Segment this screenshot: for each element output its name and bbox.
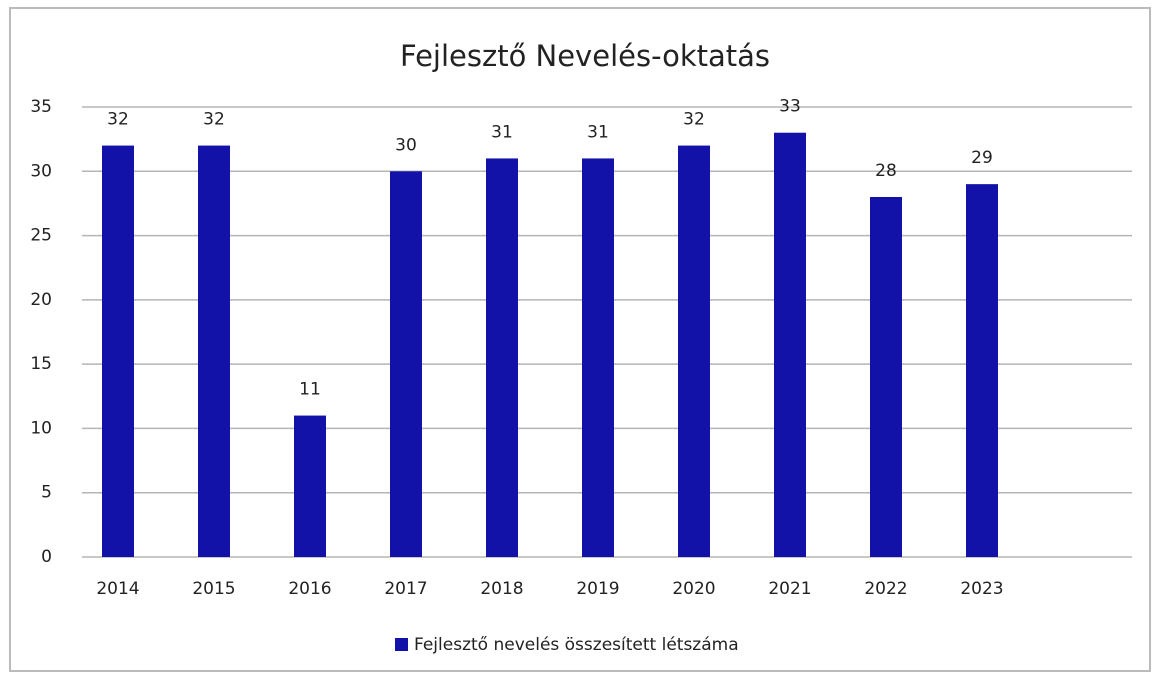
data-label: 28: [875, 161, 897, 181]
bar: [390, 171, 422, 558]
x-tick-label: 2022: [864, 579, 907, 599]
y-tick-label: 0: [41, 547, 52, 567]
y-tick-label: 35: [30, 97, 52, 117]
bar: [198, 145, 230, 558]
y-tick-label: 15: [30, 354, 52, 374]
bar: [486, 158, 518, 557]
y-tick-label: 25: [30, 226, 52, 246]
bar: [582, 158, 614, 557]
data-label: 32: [107, 110, 129, 130]
legend-swatch: [395, 638, 408, 651]
y-tick-label: 5: [41, 483, 52, 503]
legend-label: Fejlesztő nevelés összesített létszáma: [414, 635, 739, 655]
data-label: 30: [395, 135, 417, 155]
data-label: 31: [587, 122, 609, 142]
data-label: 29: [971, 148, 993, 168]
data-label: 32: [203, 110, 225, 130]
x-tick-label: 2014: [96, 579, 139, 599]
data-label: 32: [683, 110, 705, 130]
x-tick-label: 2015: [192, 579, 235, 599]
y-tick-label: 20: [30, 290, 52, 310]
bar: [870, 197, 902, 557]
x-tick-label: 2021: [768, 579, 811, 599]
bar: [774, 132, 806, 557]
x-tick-label: 2017: [384, 579, 427, 599]
y-tick-label: 10: [30, 418, 52, 438]
x-tick-label: 2018: [480, 579, 523, 599]
chart-title: Fejlesztő Nevelés-oktatás: [400, 39, 770, 73]
bar: [678, 145, 710, 558]
data-label: 33: [779, 97, 801, 117]
x-tick-label: 2016: [288, 579, 331, 599]
x-tick-label: 2019: [576, 579, 619, 599]
y-tick-label: 30: [30, 161, 52, 181]
x-tick-label: 2023: [960, 579, 1003, 599]
x-tick-label: 2020: [672, 579, 715, 599]
data-label: 31: [491, 122, 513, 142]
bar: [102, 145, 134, 558]
bar: [966, 184, 998, 557]
bar: [294, 415, 326, 557]
data-label: 11: [299, 380, 321, 400]
